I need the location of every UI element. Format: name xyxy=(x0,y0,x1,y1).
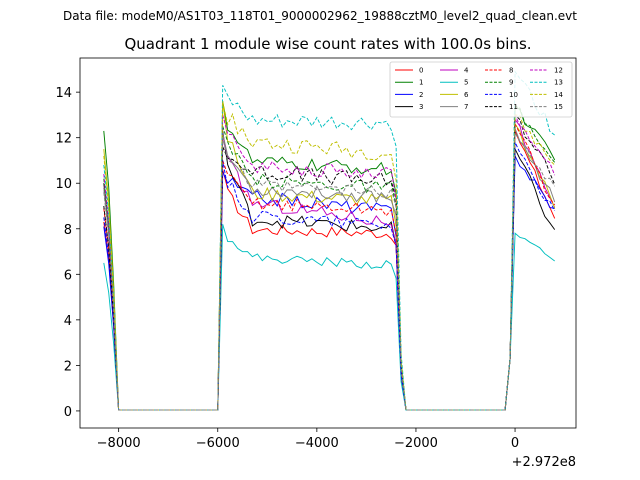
y-tick-label: 8 xyxy=(64,223,72,238)
legend-label-0: 0 xyxy=(419,67,423,75)
y-tick-label: 10 xyxy=(55,177,72,192)
x-tick-label: −4000 xyxy=(295,436,339,451)
y-axis-ticks: 0 2 4 6 8 10 12 14 xyxy=(55,86,80,420)
legend-label-1: 1 xyxy=(419,79,423,87)
plot-frame xyxy=(79,57,577,429)
series-line-11 xyxy=(103,113,556,411)
legend-label-10: 10 xyxy=(509,91,518,99)
x-tick-label: −6000 xyxy=(196,436,240,451)
legend-label-13: 13 xyxy=(554,79,563,87)
legend-label-2: 2 xyxy=(419,91,423,99)
legend-label-15: 15 xyxy=(554,103,563,111)
legend-label-3: 3 xyxy=(419,103,423,111)
y-tick-label: 6 xyxy=(64,268,72,283)
y-tick-label: 2 xyxy=(64,359,72,374)
y-tick-label: 4 xyxy=(64,314,72,329)
series-line-15 xyxy=(103,131,556,411)
legend-label-9: 9 xyxy=(509,79,513,87)
y-tick-label: 12 xyxy=(55,132,72,147)
legend-label-7: 7 xyxy=(464,103,468,111)
legend-box xyxy=(389,61,573,118)
y-tick-label: 14 xyxy=(55,86,72,101)
y-tick-label: 0 xyxy=(64,405,72,420)
x-axis-offset-label: +2.972e8 xyxy=(512,455,576,470)
series-lines xyxy=(103,70,556,411)
series-line-12 xyxy=(103,114,556,411)
x-tick-label: −2000 xyxy=(394,436,438,451)
legend-label-4: 4 xyxy=(464,67,469,75)
legend-label-6: 6 xyxy=(464,91,469,99)
legend-label-8: 8 xyxy=(509,67,513,75)
legend-label-12: 12 xyxy=(554,67,563,75)
legend-label-11: 11 xyxy=(509,103,518,111)
data-file-suptitle: Data file: modeM0/AS1T03_118T01_90000029… xyxy=(63,9,577,23)
x-tick-label: 0 xyxy=(511,436,519,451)
legend-label-14: 14 xyxy=(554,91,563,99)
x-axis-ticks: −8000 −6000 −4000 −2000 0 xyxy=(97,428,519,451)
x-tick-label: −8000 xyxy=(97,436,141,451)
chart-title: Quadrant 1 module wise count rates with … xyxy=(124,35,531,53)
legend-label-5: 5 xyxy=(464,79,468,87)
